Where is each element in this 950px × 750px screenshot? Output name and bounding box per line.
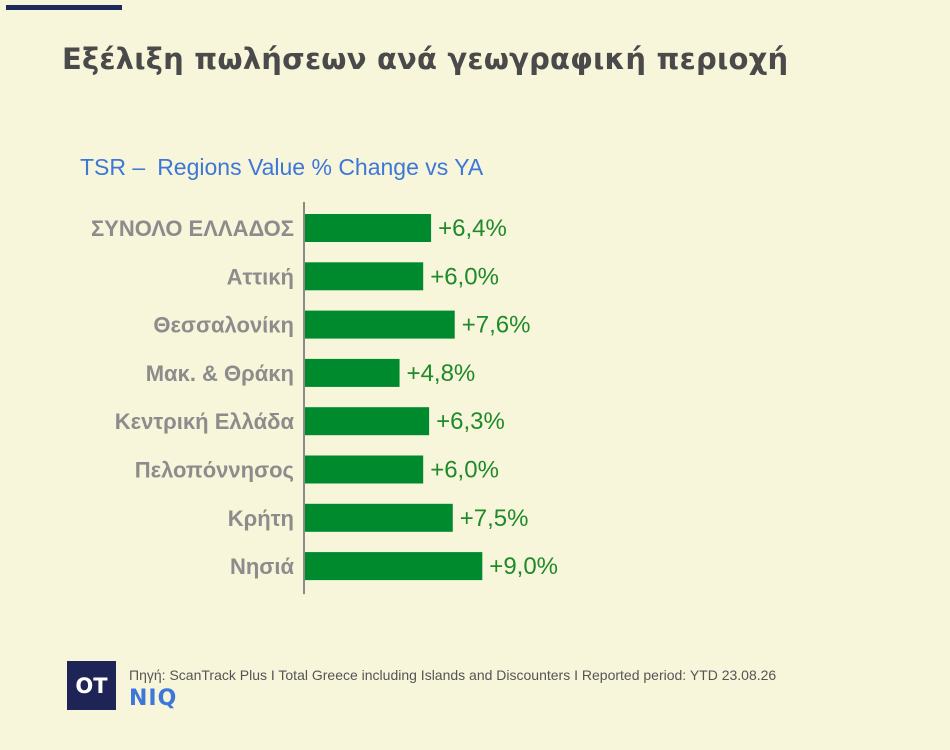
category-label: Κεντρική Ελλάδα [115, 409, 295, 434]
category-label: ΣΥΝΟΛΟ ΕΛΛΑΔΟΣ [91, 216, 294, 241]
bar [305, 310, 455, 339]
value-label: +6,3% [436, 408, 505, 435]
category-label: Μακ. & Θράκη [146, 361, 294, 386]
category-label: Κρήτη [228, 506, 294, 531]
category-label: Πελοπόννησος [135, 458, 294, 483]
bar [305, 503, 453, 532]
value-label: +7,5% [460, 505, 529, 532]
source-note: Πηγή: ScanTrack Plus I Total Greece incl… [129, 667, 777, 683]
chart-subtitle: TSR – Regions Value % Change vs YA [80, 154, 483, 181]
value-label: +6,0% [430, 457, 499, 484]
value-label: +6,4% [438, 215, 507, 242]
value-label: +4,8% [407, 360, 476, 387]
page-title: Εξέλιξη πωλήσεων ανά γεωγραφική περιοχή [62, 42, 789, 76]
bar [305, 262, 424, 291]
value-label: +7,6% [462, 312, 531, 339]
category-label: Νησιά [230, 554, 294, 579]
subtitle-text: Regions Value % Change vs YA [157, 154, 484, 180]
bar [305, 407, 430, 436]
bar [305, 358, 400, 387]
subtitle-prefix: TSR – [80, 154, 146, 180]
bar [305, 214, 432, 242]
top-accent-rule [6, 5, 122, 10]
niq-logo: NIQ [129, 686, 178, 711]
ot-logo: OT [67, 661, 116, 710]
bar [305, 552, 483, 581]
category-label: Αττική [227, 264, 294, 289]
category-label: Θεσσαλονίκη [153, 313, 294, 338]
value-label: +6,0% [430, 263, 499, 290]
value-label: +9,0% [489, 553, 558, 580]
bar [305, 455, 424, 484]
